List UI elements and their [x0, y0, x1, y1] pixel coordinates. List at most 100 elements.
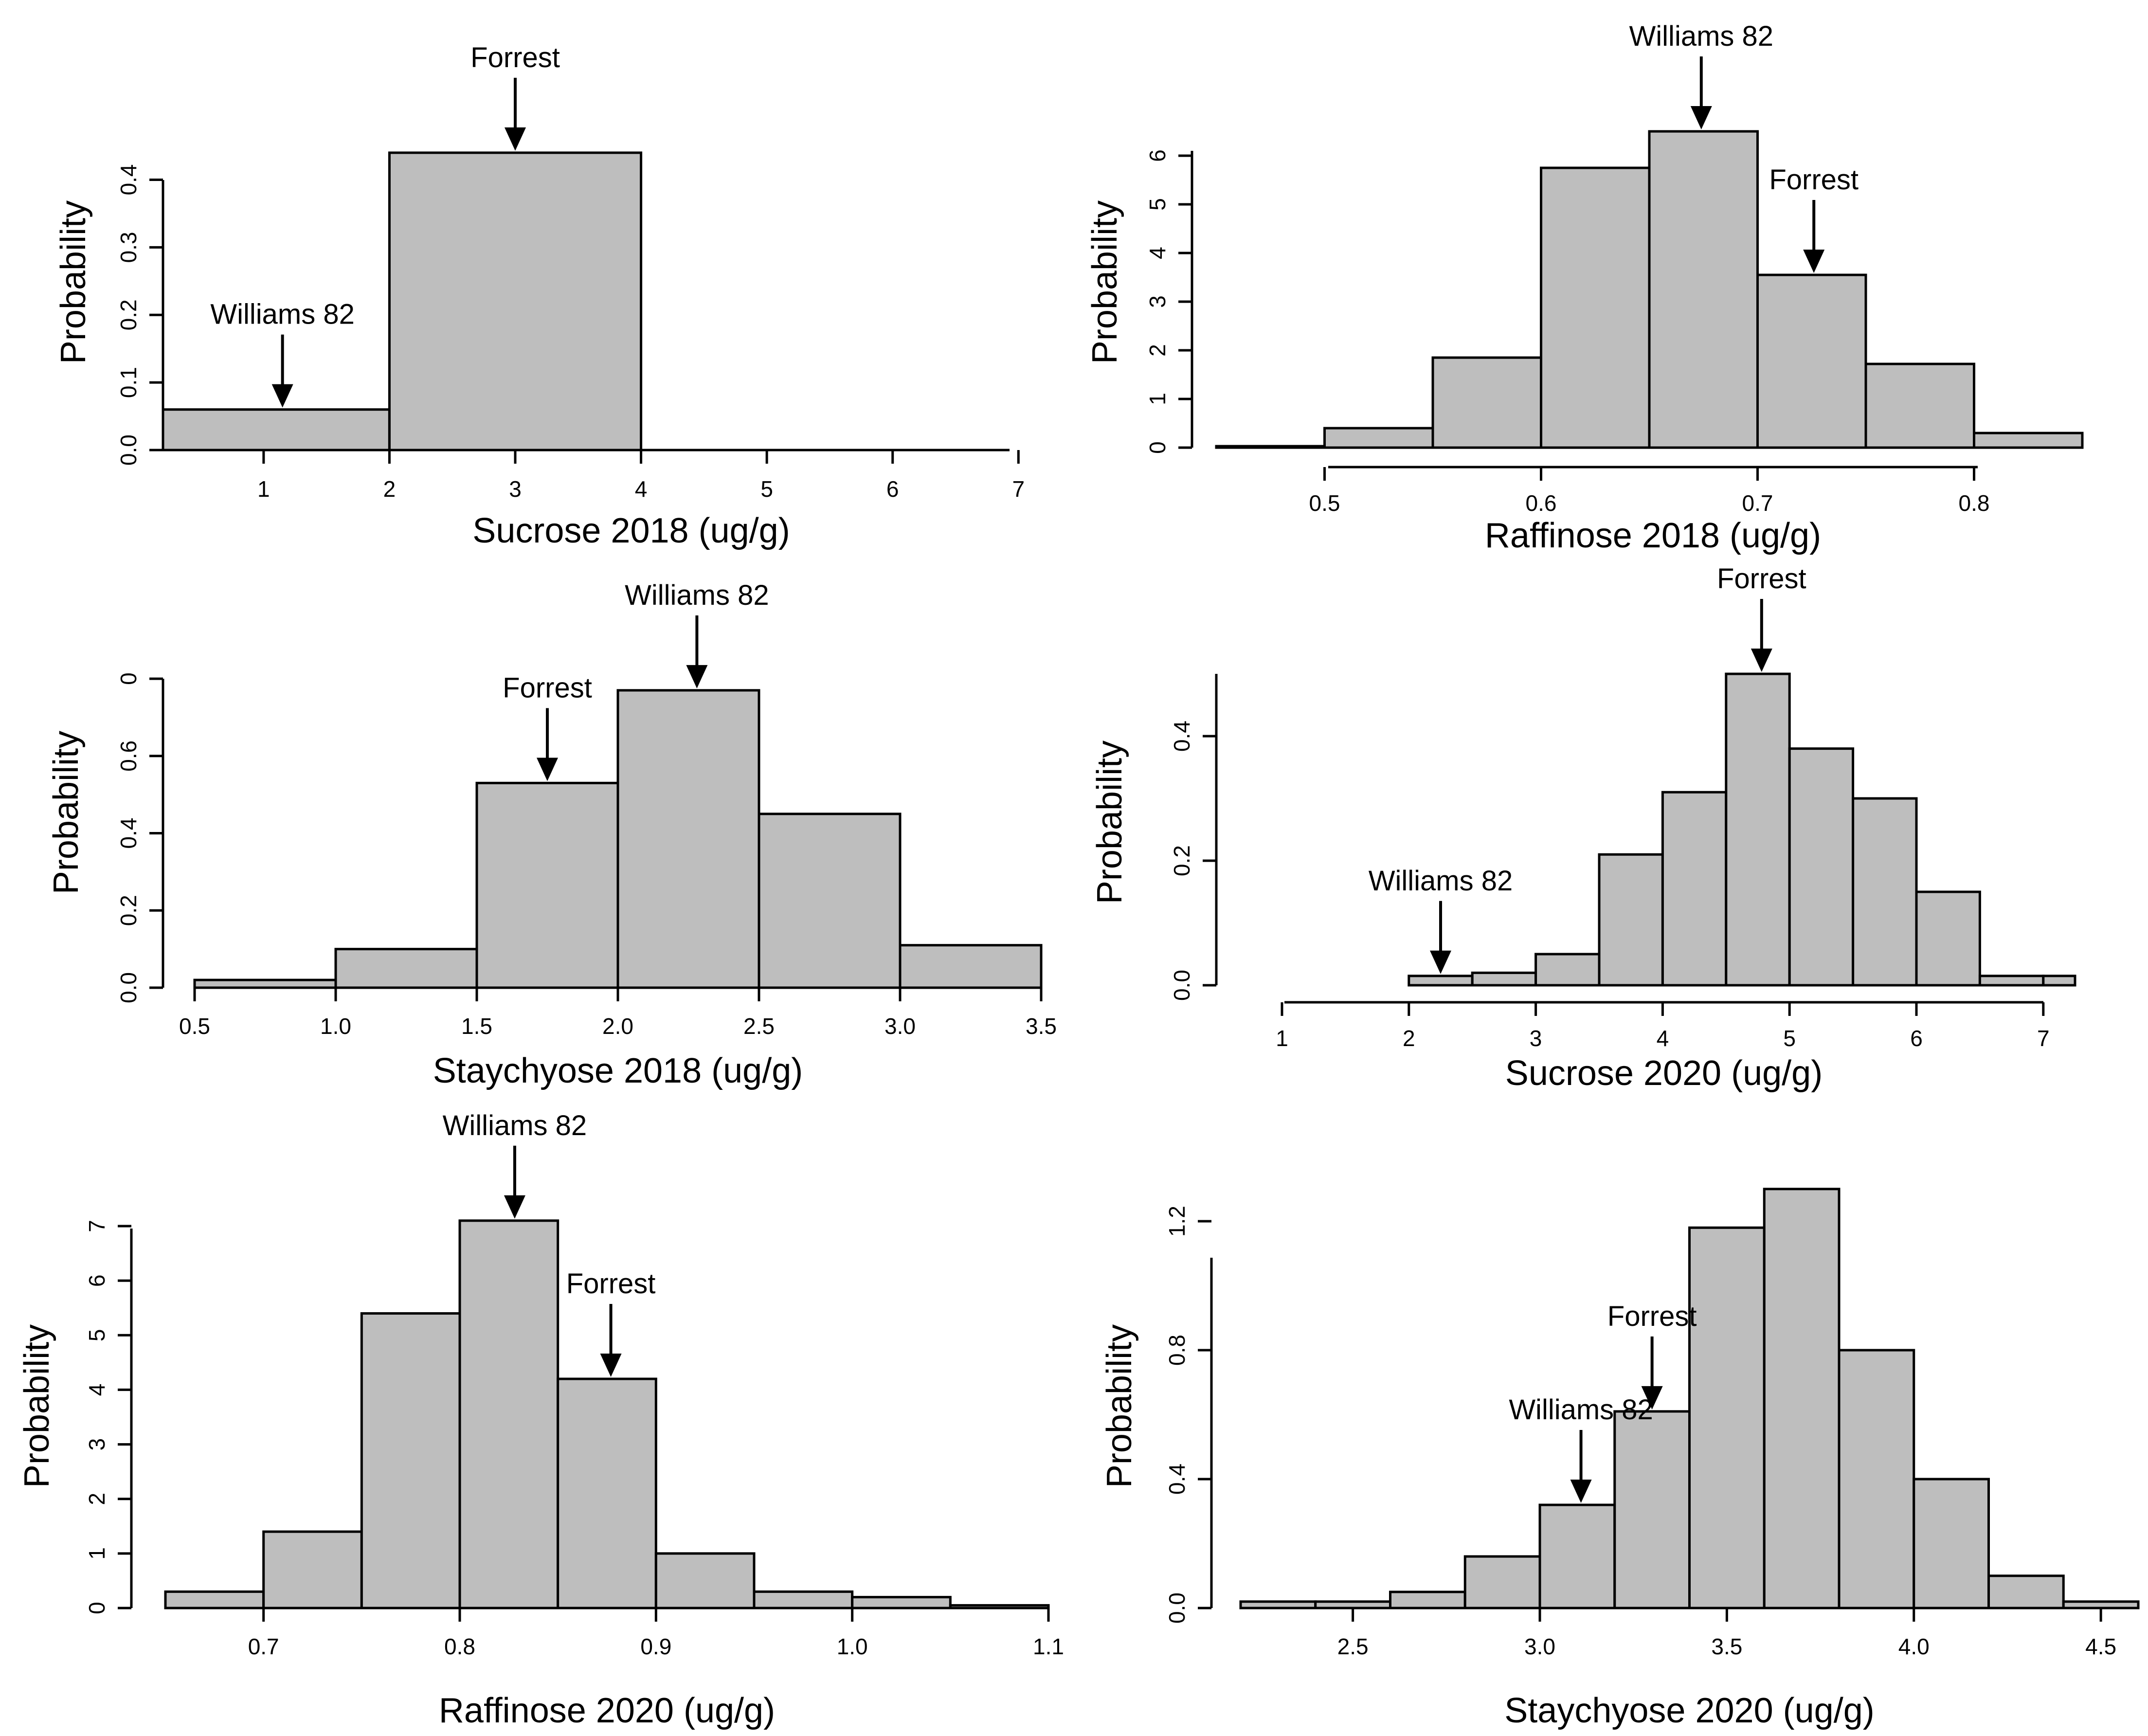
- x-tick-label: 0.7: [248, 1634, 279, 1659]
- arrow-head: [1570, 1480, 1592, 1503]
- x-tick-label: 0.5: [179, 1013, 210, 1039]
- annotation-arrow: Williams 82: [1509, 1394, 1653, 1503]
- histogram-bar: [388, 151, 643, 452]
- x-axis-title: Staychyose 2018 (ug/g): [433, 1051, 803, 1090]
- histogram-bar: [360, 1312, 461, 1609]
- y-tick-label: 0: [116, 672, 141, 685]
- annotation-label: Williams 82: [1629, 20, 1774, 52]
- histogram-bar: [1688, 1226, 1766, 1609]
- histogram-bar: [1408, 975, 1474, 987]
- y-axis-title: Probability: [1085, 200, 1124, 364]
- arrow-head: [537, 758, 558, 781]
- x-tick-label: 4.0: [1898, 1634, 1930, 1659]
- y-tick-label: 5: [1145, 198, 1170, 211]
- y-tick-label: 6: [84, 1274, 109, 1287]
- x-tick-label: 6: [886, 476, 899, 502]
- histogram-bar: [1598, 853, 1664, 987]
- x-tick-label: 4: [1657, 1026, 1669, 1051]
- y-tick-label: 0.3: [116, 232, 141, 263]
- x-tick-label: 7: [2037, 1026, 2050, 1051]
- y-tick-label: 0.0: [1164, 1592, 1190, 1624]
- histogram-bar: [1864, 362, 1975, 449]
- histogram-bar: [458, 1219, 560, 1609]
- y-tick-label: 1.2: [1164, 1206, 1190, 1237]
- x-axis-title: Raffinose 2020 (ug/g): [439, 1691, 775, 1730]
- histogram-bar: [1987, 1574, 2065, 1609]
- histogram-bar: [162, 408, 391, 452]
- y-tick-label: 0.4: [116, 164, 141, 195]
- y-tick-label: 0.2: [116, 299, 141, 330]
- y-tick-label: 3: [84, 1438, 109, 1451]
- annotation-arrow: Forrest: [1717, 563, 1806, 672]
- x-tick-label: 2.5: [743, 1013, 775, 1039]
- histogram-bar: [1913, 1478, 1990, 1609]
- x-tick-label: 3: [1530, 1026, 1542, 1051]
- y-tick-label: 0.1: [116, 367, 141, 398]
- histogram-bar: [1763, 1188, 1841, 1609]
- y-tick-label: 0.4: [1169, 721, 1194, 752]
- y-tick-label: 0.8: [1164, 1335, 1190, 1366]
- y-tick-label: 2: [84, 1493, 109, 1505]
- x-tick-label: 0.8: [444, 1634, 475, 1659]
- x-axis-title: Raffinose 2018 (ug/g): [1485, 516, 1821, 555]
- arrow-head: [1751, 649, 1772, 672]
- histogram-bar: [654, 1552, 756, 1609]
- y-axis-title: Probability: [54, 200, 93, 364]
- y-tick-label: 7: [84, 1220, 109, 1232]
- histogram-bar: [1648, 130, 1759, 449]
- x-tick-label: 3.0: [1524, 1634, 1555, 1659]
- x-tick-label: 7: [1012, 476, 1025, 502]
- y-tick-label: 0.2: [1169, 845, 1194, 876]
- histogram-panel-2: 0.5 0.6 0.7 0.8 0 1 2 3 4 5 6 Raffinose 2018 (ug/g)…: [1085, 20, 2084, 555]
- x-axis-title: Staychyose 2020 (ug/g): [1504, 1691, 1874, 1730]
- histogram-bar: [758, 813, 902, 989]
- y-tick-label: 1: [84, 1547, 109, 1560]
- x-tick-label: 3: [509, 476, 522, 502]
- y-axis-title: Probability: [1100, 1324, 1139, 1488]
- histogram-bar: [1756, 273, 1867, 449]
- histogram-bar: [1725, 672, 1791, 987]
- annotation-label: Forrest: [1607, 1301, 1697, 1332]
- x-tick-label: 5: [760, 476, 773, 502]
- histogram-bar: [1471, 971, 1537, 987]
- annotation-label: Forrest: [503, 672, 592, 704]
- histogram-bar: [164, 1590, 265, 1609]
- x-axis-title: Sucrose 2018 (ug/g): [472, 511, 790, 550]
- histogram-bar: [1463, 1555, 1541, 1609]
- arrow-head: [271, 384, 293, 408]
- y-tick-label: 0.0: [116, 972, 141, 1003]
- annotation-arrow: Forrest: [1607, 1301, 1697, 1410]
- y-axis-title: Probability: [1090, 741, 1129, 904]
- histogram-bar: [334, 948, 478, 989]
- annotation-arrow: Williams 82: [443, 1110, 587, 1219]
- annotation-label: Williams 82: [1509, 1394, 1653, 1426]
- annotation-arrow: Forrest: [1769, 164, 1859, 273]
- x-tick-label: 3.5: [1026, 1013, 1057, 1039]
- arrow-head: [1641, 1386, 1663, 1410]
- x-tick-label: 6: [1910, 1026, 1923, 1051]
- histogram-bar: [753, 1590, 854, 1609]
- annotation-label: Forrest: [1717, 563, 1806, 595]
- histogram-bar: [262, 1530, 363, 1609]
- histogram-bar: [899, 944, 1043, 989]
- x-tick-label: 0.9: [640, 1634, 671, 1659]
- histogram-bar: [1788, 747, 1855, 987]
- annotation-arrow: Williams 82: [1629, 20, 1774, 129]
- histogram-bar: [1538, 1503, 1616, 1609]
- y-tick-label: 0.6: [116, 741, 141, 772]
- x-tick-label: 2.0: [602, 1013, 633, 1039]
- histogram-panel-6: 2.5 3.0 3.5 4.0 4.5 0.0 0.4 0.8 1.2 Staychyose 20…: [1100, 1188, 2140, 1730]
- arrow-head: [1690, 106, 1712, 129]
- annotation-arrow: Williams 82: [210, 299, 355, 408]
- y-tick-label: 6: [1145, 149, 1170, 162]
- histogram-bar: [1215, 445, 1326, 449]
- y-tick-label: 0.0: [1169, 970, 1194, 1001]
- histogram-bar: [1534, 953, 1601, 987]
- y-tick-label: 0: [84, 1602, 109, 1614]
- histogram-bar: [1852, 797, 1918, 987]
- histogram-bar: [1973, 432, 2084, 449]
- annotation-label: Forrest: [470, 42, 560, 73]
- arrow-head: [504, 1195, 525, 1219]
- y-tick-label: 2: [1145, 344, 1170, 357]
